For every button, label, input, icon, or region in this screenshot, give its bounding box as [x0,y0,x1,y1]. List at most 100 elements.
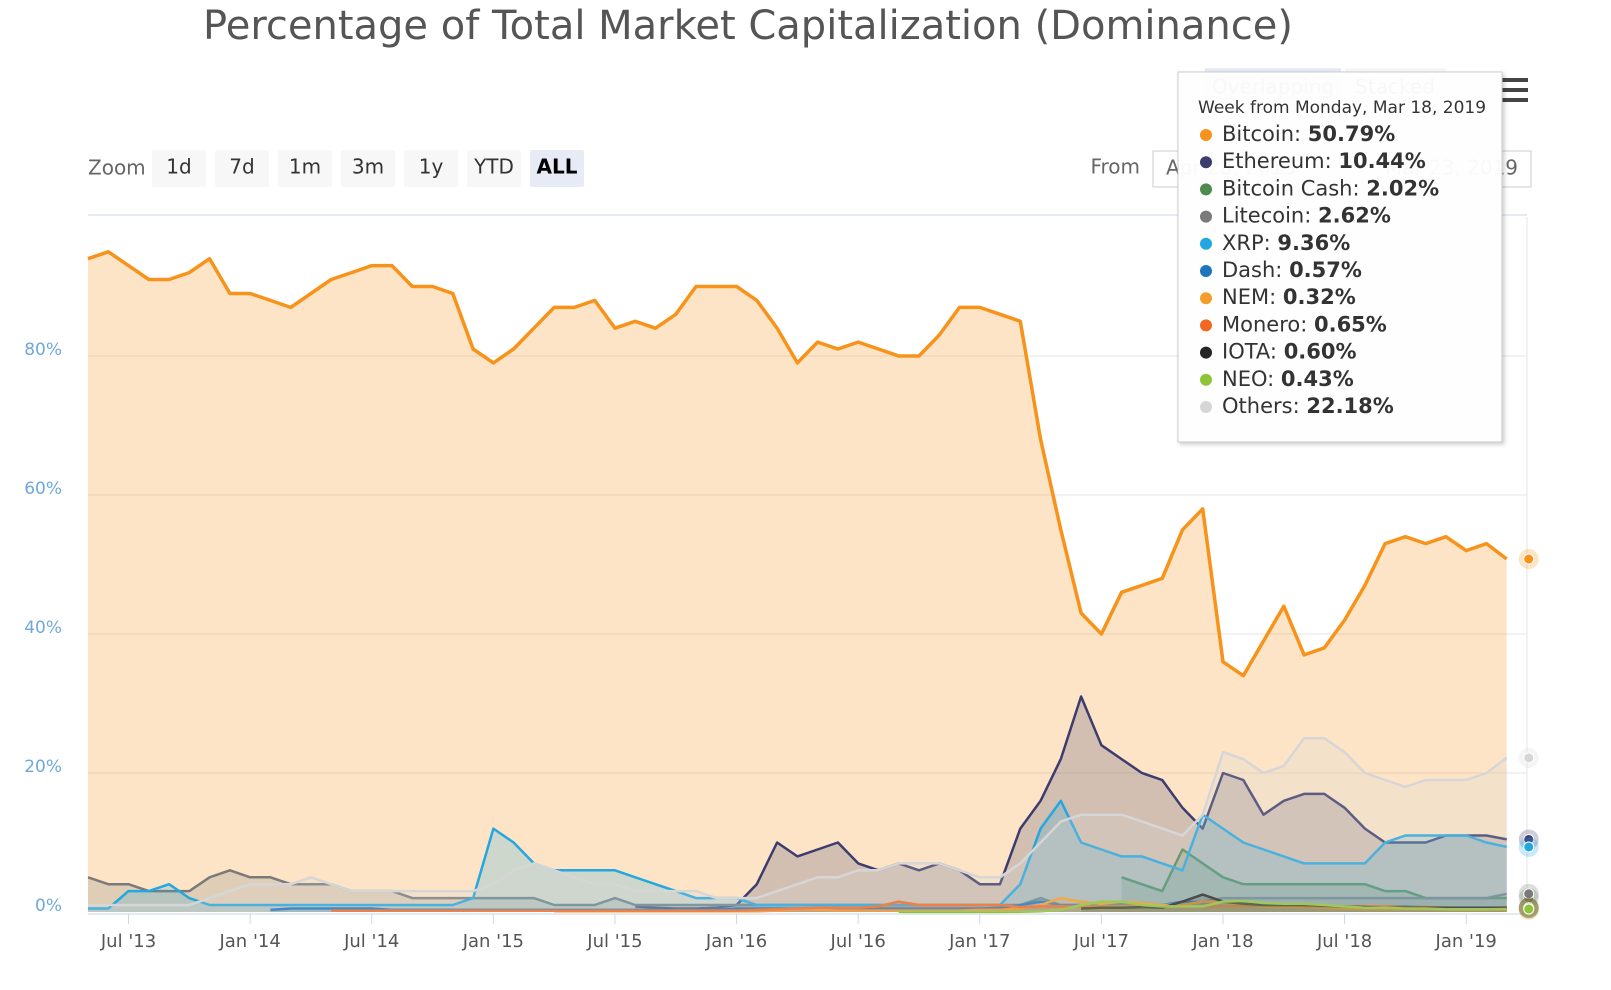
tooltip-series-name: Litecoin [1222,204,1304,228]
tooltip-series-name: Bitcoin [1222,122,1294,146]
tooltip-value: 10.44% [1338,149,1425,173]
tooltip-series-name: Monero [1222,312,1300,336]
series-line [898,899,1507,914]
tooltip-item: Others: 22.18% [1222,394,1394,418]
zoom-button[interactable]: 1d [152,150,206,187]
series-area [88,738,1507,912]
zoom-button[interactable]: 7d [215,150,269,187]
tooltip-item: NEM: 0.32% [1222,285,1356,309]
series [88,799,1539,912]
series-line [88,737,1508,907]
series-line [88,799,1507,910]
tooltip-series-name: NEO [1222,367,1267,391]
zoom-button-bg [278,150,332,187]
series-end-marker [1523,841,1535,853]
tooltip-item: Litecoin: 2.62% [1222,204,1391,228]
tooltip-item: Dash: 0.57% [1222,258,1362,282]
y-tick-label: 20% [24,757,62,777]
zoom-button[interactable]: ALL [530,150,584,187]
tooltip-series-name: Others [1222,394,1293,418]
tooltip-dot [1200,156,1212,169]
tooltip-item: Monero: 0.65% [1222,312,1387,336]
x-tick-label: Jan '15 [462,931,524,952]
series [87,250,1539,913]
tooltip-dot [1200,210,1212,223]
x-tick-label: Jul '16 [830,931,886,952]
zoom-label: Zoom [88,156,146,180]
series-area [88,251,1507,913]
zoom-button-bg [530,150,584,187]
series-area [270,901,1507,912]
tooltip-item: NEO: 0.43% [1222,367,1354,391]
tooltip-value: 0.32% [1283,285,1356,309]
from-label: From [1090,155,1140,179]
tooltip-item: XRP: 9.36% [1222,231,1350,255]
series-area [554,898,1507,912]
tooltip-dot [1200,183,1212,196]
zoom-button-bg [215,150,269,187]
zoom-button-label: YTD [473,155,514,179]
zoom-button[interactable]: YTD [467,150,521,187]
zoom-button[interactable]: 3m [341,150,395,187]
y-tick-label: 40% [24,618,62,638]
tooltip-dot [1200,319,1212,332]
zoom-button-label: 1y [419,155,444,179]
series-area [331,901,1507,912]
tooltip-item: Bitcoin Cash: 2.02% [1222,176,1439,200]
x-tick-label: Jan '19 [1435,931,1497,952]
menu-bar [1502,78,1528,82]
tooltip-title: Week from Monday, Mar 18, 2019 [1198,98,1486,118]
tooltip-item: Bitcoin: 50.79% [1222,122,1395,146]
tooltip-value: 50.79% [1308,122,1395,146]
zoom-button-bg [152,150,206,187]
x-tick-label: Jul '13 [100,931,156,952]
series-end-marker [1523,752,1535,764]
series-area [88,800,1507,912]
tooltip-dot [1200,373,1212,386]
y-tick-label: 80% [24,340,62,360]
tooltip-series-name: NEM [1222,285,1269,309]
zoom-button[interactable]: 1m [278,150,332,187]
tooltip-dot [1200,129,1212,141]
tooltip-box [1177,71,1503,443]
tooltip: Week from Monday, Mar 18, 2019 Bitcoin: 5… [1177,71,1503,443]
tooltip-series-name: Ethereum [1222,149,1325,173]
tooltip-value: 0.65% [1314,312,1387,336]
tooltip-value: 9.36% [1277,231,1350,255]
y-tick-label: 60% [24,479,62,499]
tooltip-series-name: Dash [1222,258,1275,282]
x-tick-label: Jul '14 [343,931,399,952]
series [898,899,1539,920]
tooltip-series-name: IOTA [1222,340,1271,364]
series-end-marker [1523,553,1535,565]
x-tick-label: Jan '14 [218,931,280,952]
tooltip-series-name: XRP [1222,231,1264,255]
tooltip-value: 0.43% [1281,367,1354,391]
series-end-marker [1523,888,1535,900]
zoom-button-bg [404,150,458,187]
chart-title: Percentage of Total Market Capitalizatio… [203,3,1293,49]
x-tick-label: Jan '16 [705,931,767,952]
tooltip-dot [1200,265,1212,277]
x-tick-label: Jul '17 [1073,931,1129,952]
series-area [88,870,1507,912]
zoom-button-label: 1d [166,155,191,179]
series-line [87,250,1508,678]
menu-icon[interactable] [1502,78,1528,102]
zoom-button-label: 7d [229,155,254,179]
series-line [635,695,1507,910]
tooltip-dot [1200,401,1212,413]
zoom-button-bg [467,150,521,187]
tooltip-item: IOTA: 0.60% [1222,340,1357,364]
zoom-button-label: 1m [289,155,321,179]
tooltip-value: 2.02% [1366,176,1439,200]
zoom-button-label: 3m [352,155,384,179]
tooltip-value: 22.18% [1306,394,1393,418]
zoom-button-label: ALL [537,155,578,179]
zoom-button[interactable]: 1y [404,150,458,187]
tooltip-dot [1200,292,1212,305]
menu-bar [1502,98,1528,102]
tooltip-value: 2.62% [1318,204,1391,228]
series-area [1121,849,1507,912]
